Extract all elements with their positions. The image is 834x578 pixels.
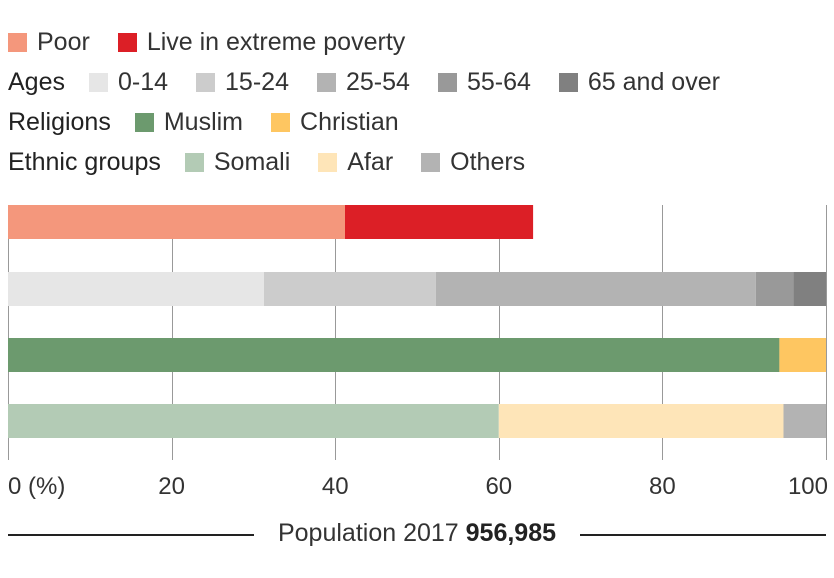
legend-item-age-65-over: 65 and over <box>558 62 720 102</box>
legend-label-age-65-over: 65 and over <box>587 68 720 96</box>
footer: Population 2017 956,985 <box>0 513 834 557</box>
legend-item-afar: Afar <box>318 142 393 182</box>
legend-title-religions: Religions <box>8 108 111 136</box>
legend-label-poor: Poor <box>37 28 90 56</box>
bar-segment-christian <box>779 338 826 372</box>
bar-segment-afar <box>498 404 784 438</box>
legend-item-age-55-64: 55-64 <box>437 62 531 102</box>
legend-title-ethnic: Ethnic groups <box>8 148 161 176</box>
bar-segment-15-24 <box>264 272 436 306</box>
population-label: Population 2017 <box>277 519 459 547</box>
legend-swatch-somali <box>184 152 204 172</box>
legend-label-extreme-poverty: Live in extreme poverty <box>146 28 406 56</box>
legend-item-age-0-14: 0-14 <box>88 62 169 102</box>
legend-row-ethnic: Ethnic groups Somali Afar Others <box>8 142 748 182</box>
legend-label-christian: Christian <box>300 108 399 136</box>
legend-swatch-age-65-over <box>558 72 578 92</box>
legend-title-ages: Ages <box>8 68 65 96</box>
footer-rule-left <box>8 534 254 536</box>
x-tick-label-20: 20 <box>158 473 185 500</box>
bar-segment-55-64 <box>755 272 794 306</box>
legend-label-others: Others <box>450 148 526 176</box>
legend-item-age-25-54: 25-54 <box>316 62 410 102</box>
population-value: 956,985 <box>465 519 557 547</box>
legend-item-somali: Somali <box>184 142 291 182</box>
legend-swatch-muslim <box>134 112 154 132</box>
legend-row-poverty: Poor Live in extreme poverty <box>8 22 748 62</box>
legend: Poor Live in extreme poverty Ages 0-14 1… <box>8 22 748 182</box>
legend-item-age-15-24: 15-24 <box>196 62 289 102</box>
legend-swatch-age-25-54 <box>316 72 336 92</box>
legend-item-extreme-poverty: Live in extreme poverty <box>117 22 406 62</box>
x-tick-label-80: 80 <box>649 473 676 500</box>
footer-rule-right <box>580 534 826 536</box>
legend-item-others: Others <box>421 142 525 182</box>
bar-segment-somali <box>8 404 499 438</box>
legend-item-poor: Poor <box>8 22 90 62</box>
legend-swatch-age-55-64 <box>437 72 457 92</box>
legend-swatch-age-15-24 <box>196 72 216 92</box>
legend-swatch-extreme-poverty <box>117 32 137 52</box>
legend-row-religions: Religions Muslim Christian <box>8 102 748 142</box>
x-tick-label-0: 0 (%) <box>8 473 65 500</box>
stacked-bar-chart: 0 (%) 20 40 60 80 100 <box>8 205 828 500</box>
legend-label-age-0-14: 0-14 <box>117 68 169 96</box>
bar-segment-muslim <box>8 338 780 372</box>
x-tick-label-100: 100 <box>788 473 828 500</box>
legend-swatch-others <box>421 152 441 172</box>
x-tick-label-40: 40 <box>322 473 349 500</box>
legend-label-muslim: Muslim <box>163 108 244 136</box>
legend-swatch-poor <box>8 32 27 52</box>
legend-label-age-25-54: 25-54 <box>345 68 410 96</box>
legend-item-muslim: Muslim <box>134 102 244 142</box>
legend-swatch-christian <box>271 112 291 132</box>
bar-segment-poor <box>8 205 345 239</box>
bar-segment-65-and-over <box>793 272 826 306</box>
bar-segment-25-54 <box>435 272 756 306</box>
legend-swatch-afar <box>318 152 338 172</box>
legend-item-christian: Christian <box>271 102 399 142</box>
bar-segment-others <box>783 404 826 438</box>
legend-label-age-15-24: 15-24 <box>225 68 289 96</box>
legend-row-ages: Ages 0-14 15-24 25-54 55-64 65 and over <box>8 62 748 102</box>
legend-label-somali: Somali <box>213 148 291 176</box>
x-tick-label-60: 60 <box>485 473 512 500</box>
legend-label-age-55-64: 55-64 <box>466 68 531 96</box>
bar-segment-0-14 <box>8 272 264 306</box>
bar-segment-live-in-extreme-poverty <box>345 205 534 239</box>
population-caption: Population 2017 956,985 <box>0 519 834 548</box>
legend-swatch-age-0-14 <box>88 72 108 92</box>
legend-label-afar: Afar <box>347 148 394 176</box>
